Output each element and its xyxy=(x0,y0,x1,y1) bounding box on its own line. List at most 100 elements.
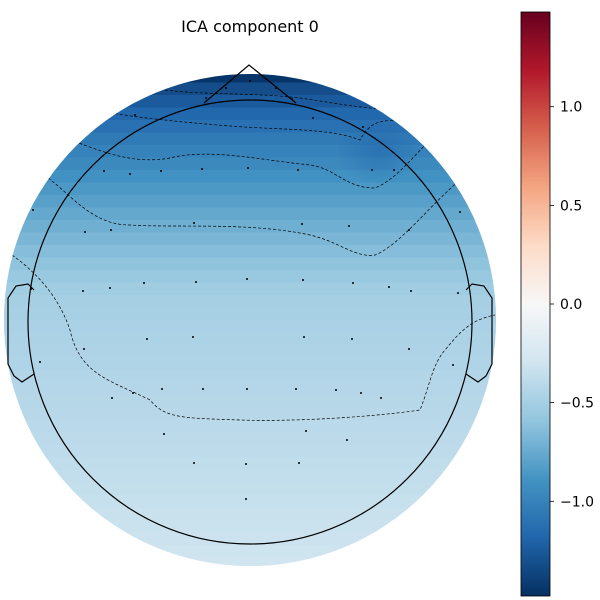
sensor-marker xyxy=(195,281,197,283)
field-band xyxy=(4,407,496,421)
contour-line xyxy=(104,111,411,141)
field-band xyxy=(4,132,496,146)
field-band xyxy=(4,395,496,409)
contour-line xyxy=(11,254,496,421)
sensor-marker xyxy=(346,439,348,441)
topomap xyxy=(4,64,496,566)
field-band xyxy=(4,182,496,196)
contour-lines xyxy=(11,87,496,421)
sensor-marker xyxy=(459,211,461,213)
sensor-marker xyxy=(192,336,194,338)
sensor-marker xyxy=(225,87,227,89)
head-outline xyxy=(7,64,493,545)
field-band xyxy=(4,307,496,321)
sensor-marker xyxy=(132,392,134,394)
field-band xyxy=(4,257,496,271)
field-band xyxy=(4,107,496,121)
head-circle xyxy=(27,99,473,545)
field-bands xyxy=(4,74,496,566)
colorbar-gradient xyxy=(520,11,551,597)
field-band xyxy=(4,157,496,171)
field-band xyxy=(4,470,496,484)
field-band xyxy=(4,232,496,246)
sensor-marker xyxy=(103,170,105,172)
field-band xyxy=(4,220,496,234)
field-band xyxy=(4,207,496,221)
field-band xyxy=(4,545,496,559)
sensor-marker xyxy=(193,222,195,224)
field-band xyxy=(4,357,496,371)
sensor-marker xyxy=(111,397,113,399)
field-band xyxy=(4,345,496,359)
sensor-marker xyxy=(303,336,305,338)
sensor-marker xyxy=(302,279,304,281)
sensor-marker xyxy=(352,282,354,284)
sensor-marker xyxy=(202,388,204,390)
sensor-marker xyxy=(245,498,247,500)
sensor-marker xyxy=(298,462,300,464)
colorbar: −1.0 −0.5 0.0 0.5 1.0 xyxy=(520,11,594,597)
field-band xyxy=(4,482,496,496)
sensor-marker xyxy=(201,168,203,170)
sensor-marker xyxy=(134,114,136,116)
right-frontal-minimum xyxy=(336,116,420,184)
sensor-marker xyxy=(295,388,297,390)
sensor-marker xyxy=(160,170,162,172)
colorbar-tick-label: 0.5 xyxy=(560,198,582,214)
sensor-marker xyxy=(297,169,299,171)
chart-title: ICA component 0 xyxy=(181,17,319,36)
sensor-marker xyxy=(249,80,251,82)
field-band xyxy=(4,295,496,309)
sensor-markers xyxy=(30,80,461,500)
field-band xyxy=(4,170,496,184)
sensor-marker xyxy=(380,397,382,399)
contour-line xyxy=(69,139,431,189)
colorbar-tick-label: 0.0 xyxy=(560,297,582,313)
sensor-marker xyxy=(408,229,410,231)
field-band xyxy=(4,445,496,459)
sensor-marker xyxy=(335,389,337,391)
sensor-marker xyxy=(393,169,395,171)
field-band xyxy=(4,82,496,96)
sensor-marker xyxy=(348,225,350,227)
sensor-marker xyxy=(193,462,195,464)
sensor-marker xyxy=(161,388,163,390)
contour-line xyxy=(39,171,461,256)
field-band xyxy=(4,270,496,284)
field-band xyxy=(4,507,496,521)
contour-line xyxy=(149,87,396,111)
sensor-marker xyxy=(360,392,362,394)
field-band xyxy=(4,370,496,384)
sensor-marker xyxy=(305,430,307,432)
sensor-marker xyxy=(82,290,84,292)
sensor-marker xyxy=(146,338,148,340)
sensor-marker xyxy=(410,290,412,292)
sensor-marker xyxy=(452,364,454,366)
field-band xyxy=(4,495,496,509)
field-band xyxy=(4,195,496,209)
sensor-marker xyxy=(245,463,247,465)
field-band xyxy=(4,420,496,434)
sensor-marker xyxy=(205,97,207,99)
field-band xyxy=(4,74,496,84)
field-band xyxy=(4,282,496,296)
sensor-marker xyxy=(388,286,390,288)
sensor-marker xyxy=(301,223,303,225)
sensor-marker xyxy=(109,287,111,289)
sensor-marker xyxy=(83,348,85,350)
field-band xyxy=(4,457,496,471)
sensor-marker xyxy=(129,173,131,175)
sensor-marker xyxy=(246,278,248,280)
field-band xyxy=(4,557,496,566)
sensor-marker xyxy=(312,117,314,119)
sensor-marker xyxy=(110,229,112,231)
field-band xyxy=(4,120,496,134)
sensor-marker xyxy=(351,338,353,340)
sensor-marker xyxy=(408,348,410,350)
field-band xyxy=(4,520,496,534)
colorbar-ticks: −1.0 −0.5 0.0 0.5 1.0 xyxy=(550,100,594,510)
field-band xyxy=(4,332,496,346)
sensor-marker xyxy=(457,292,459,294)
field-band xyxy=(4,382,496,396)
